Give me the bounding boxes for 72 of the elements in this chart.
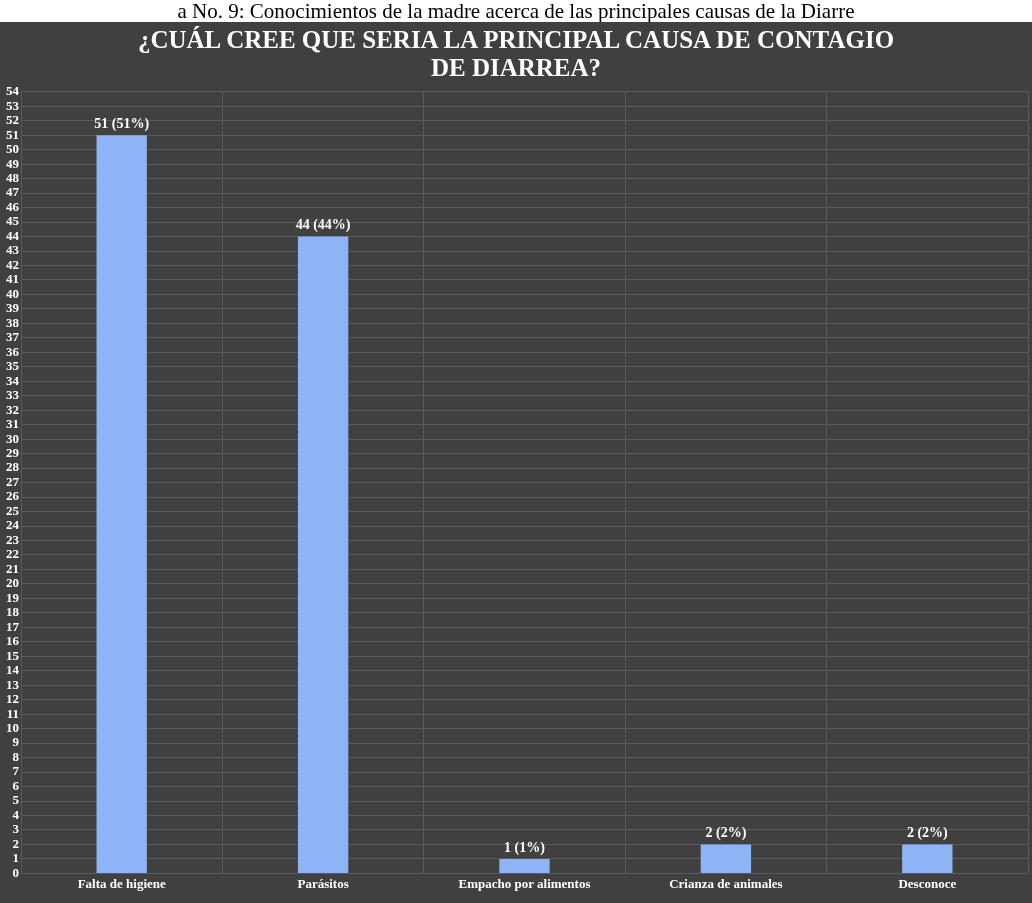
y-tick-label: 23 bbox=[6, 531, 20, 547]
y-tick-label: 18 bbox=[6, 604, 20, 620]
y-tick-label: 19 bbox=[6, 589, 20, 605]
y-tick-label: 25 bbox=[6, 502, 20, 518]
data-label: 2 (2%) bbox=[906, 825, 949, 842]
y-tick-label: 30 bbox=[6, 430, 19, 446]
y-tick-label: 8 bbox=[12, 748, 20, 764]
y-tick-label: 46 bbox=[6, 198, 20, 214]
bar bbox=[700, 844, 752, 873]
y-tick-label: 37 bbox=[6, 329, 20, 345]
x-tick-label: Falta de higiene bbox=[77, 875, 166, 891]
y-tick-label: 14 bbox=[6, 662, 20, 678]
y-tick-label: 41 bbox=[6, 271, 19, 287]
y-tick-label: 9 bbox=[12, 734, 20, 750]
bar bbox=[96, 135, 147, 873]
y-tick-label: 32 bbox=[6, 401, 19, 417]
y-tick-label: 35 bbox=[6, 358, 20, 374]
y-tick-label: 3 bbox=[12, 821, 20, 837]
x-tick-label: Empacho por alimentos bbox=[458, 875, 591, 891]
y-tick-label: 12 bbox=[6, 691, 19, 707]
y-tick-label: 22 bbox=[6, 546, 19, 562]
y-tick-label: 29 bbox=[6, 445, 20, 461]
bar bbox=[297, 236, 349, 873]
y-tick-label: 5 bbox=[12, 792, 20, 808]
y-tick-label: 13 bbox=[6, 676, 20, 692]
y-tick-label: 40 bbox=[6, 285, 19, 301]
y-tick-label: 17 bbox=[6, 618, 20, 634]
y-tick-label: 50 bbox=[6, 141, 19, 157]
y-tick-label: 47 bbox=[6, 184, 20, 200]
y-tick-label: 27 bbox=[6, 473, 20, 489]
y-tick-label: 53 bbox=[6, 97, 20, 113]
y-tick-label: 15 bbox=[6, 647, 20, 663]
y-tick-label: 49 bbox=[6, 155, 20, 171]
y-tick-label: 1 bbox=[12, 850, 19, 866]
data-label: 51 (51%) bbox=[94, 115, 150, 132]
data-label: 2 (2%) bbox=[705, 825, 747, 842]
data-label: 1 (1%) bbox=[504, 839, 546, 856]
y-tick-label: 28 bbox=[6, 459, 20, 475]
x-tick-label: Crianza de animales bbox=[669, 875, 783, 891]
y-tick-label: 21 bbox=[6, 560, 19, 576]
chart-title: ¿CUÁL CREE QUE SERIA LA PRINCIPAL CAUSA DE CONTAGIO DE DIARREA? bbox=[136, 25, 896, 82]
x-tick-label: Parásitos bbox=[297, 875, 349, 891]
bar bbox=[902, 844, 953, 873]
y-tick-label: 0 bbox=[12, 864, 19, 880]
y-tick-label: 33 bbox=[6, 387, 20, 403]
y-tick-label: 24 bbox=[6, 517, 20, 533]
y-tick-label: 39 bbox=[6, 300, 20, 316]
y-tick-label: 43 bbox=[6, 242, 20, 258]
y-tick-label: 6 bbox=[12, 777, 20, 793]
y-tick-label: 45 bbox=[6, 213, 20, 229]
y-tick-label: 51 bbox=[6, 126, 19, 142]
x-tick-label: Desconoce bbox=[898, 875, 957, 891]
y-tick-label: 20 bbox=[6, 575, 19, 591]
y-tick-label: 34 bbox=[6, 372, 20, 388]
data-label: 44 (44%) bbox=[295, 217, 351, 234]
y-tick-label: 36 bbox=[6, 343, 20, 359]
y-tick-label: 10 bbox=[6, 720, 19, 736]
y-tick-label: 26 bbox=[6, 488, 20, 504]
y-tick-label: 54 bbox=[6, 83, 20, 99]
y-tick-label: 31 bbox=[6, 416, 19, 432]
y-tick-label: 42 bbox=[6, 256, 19, 272]
y-tick-label: 52 bbox=[6, 112, 19, 128]
y-tick-label: 4 bbox=[12, 806, 20, 822]
text: a No. 9: Conocimientos de la madre acerca de las principales causas de la Diarre bbox=[176, 0, 856, 23]
y-tick-label: 7 bbox=[12, 763, 20, 779]
y-tick-label: 2 bbox=[12, 835, 19, 851]
y-tick-label: 48 bbox=[6, 170, 20, 185]
y-tick-label: 44 bbox=[6, 227, 20, 243]
y-tick-label: 38 bbox=[6, 314, 20, 330]
y-tick-label: 16 bbox=[6, 633, 20, 649]
y-tick-label: 11 bbox=[6, 705, 19, 721]
bar bbox=[499, 858, 550, 873]
